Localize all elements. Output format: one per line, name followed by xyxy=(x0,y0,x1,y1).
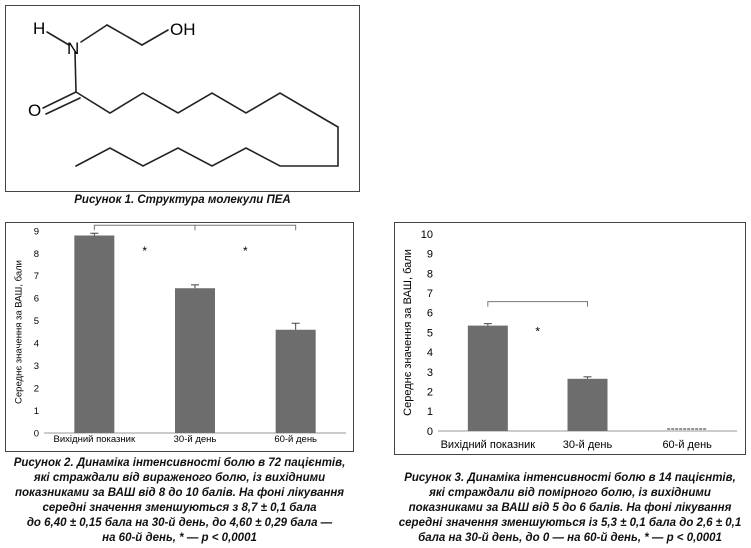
figure1-caption: Рисунок 1. Структура молекули ПЕА xyxy=(74,194,291,206)
y-tick-label: 2 xyxy=(34,383,39,394)
significance-marker: * xyxy=(535,325,540,339)
y-axis-label: Середнє значення за ВАШ, бали xyxy=(402,249,414,416)
bond-carbonyl-o-1 xyxy=(42,91,77,109)
pea-molecule-structure: H N OH O xyxy=(28,19,339,167)
figure2-caption-line: які страждали від вираженого болю, із ви… xyxy=(33,472,326,484)
x-category-label: 60-й день xyxy=(662,439,712,451)
bar xyxy=(275,329,316,433)
y-tick-label: 7 xyxy=(34,271,39,282)
significance-marker: * xyxy=(243,244,248,258)
carbon-chain-upper xyxy=(75,91,339,128)
significance-marker: * xyxy=(142,244,147,258)
bond-h-n xyxy=(46,31,70,46)
y-tick-label: 1 xyxy=(427,406,433,418)
atom-n: N xyxy=(67,39,79,58)
significance-bracket xyxy=(93,224,196,231)
figure2-caption-line: до 6,40 ± 0,15 бала на 30-й день, до 4,6… xyxy=(26,517,333,529)
figure2-caption-line: на 60-й день, * — p < 0,0001 xyxy=(102,532,257,544)
bond-c2-o xyxy=(141,29,169,46)
figure3-caption-line: середні значення зменшуються із 5,3 ± 0,… xyxy=(398,517,742,529)
y-tick-label: 2 xyxy=(427,386,433,398)
figure2-caption: Рисунок 2. Динаміка інтенсивності болю в… xyxy=(5,456,354,546)
bond-n-c1 xyxy=(80,24,108,43)
x-category-label: Вихідний показник xyxy=(441,439,536,451)
y-tick-label: 4 xyxy=(34,339,39,350)
x-category-label: 30-й день xyxy=(563,439,613,451)
y-tick-label: 1 xyxy=(34,406,39,417)
carbon-chain-lower xyxy=(75,126,339,167)
y-tick-label: 6 xyxy=(427,308,433,320)
bond-c1-c2 xyxy=(106,24,143,46)
y-tick-label: 8 xyxy=(34,249,39,260)
bar xyxy=(74,235,115,433)
figure2-frame: Середнє значення за ВАШ, бали 0 1 2 3 4 5 6 7 8 9 В… xyxy=(5,222,354,452)
y-tick-label: 3 xyxy=(34,361,39,372)
y-tick-label: 4 xyxy=(427,347,433,359)
y-tick-label: 7 xyxy=(427,288,433,300)
significance-bracket xyxy=(487,301,588,307)
bond-n-carbonyl xyxy=(74,51,77,93)
bar xyxy=(467,325,508,431)
y-tick-label: 3 xyxy=(427,367,433,379)
atom-oh: OH xyxy=(170,20,196,39)
figure1-frame: H N OH O xyxy=(5,5,360,192)
atom-h: H xyxy=(33,19,45,38)
figure2-caption-line: середні значення зменшуються з 8,7 ± 0,1… xyxy=(42,502,317,514)
figure3-caption-line: які страждали від помірного болю, із вих… xyxy=(429,487,711,499)
figure2-caption-line: Рисунок 2. Динаміка інтенсивності болю в… xyxy=(13,457,346,469)
bond-carbonyl-o-2 xyxy=(45,97,81,115)
figure2-chart: Середнє значення за ВАШ, бали 0 1 2 3 4 5 6 7 8 9 В… xyxy=(13,224,346,445)
y-tick-label: 5 xyxy=(34,316,39,327)
bar xyxy=(567,378,608,431)
y-axis-label: Середнє значення за ВАШ, бали xyxy=(13,260,24,404)
figure2-caption-line: показниками за ВАШ від 8 до 10 балів. На… xyxy=(14,487,345,499)
figure3-caption-line: Рисунок 3. Динаміка інтенсивності болю в… xyxy=(404,472,736,484)
figure3-caption-line: показниками за ВАШ від 5 до 6 балів. На … xyxy=(408,502,732,514)
figure3-chart: Середнє значення за ВАШ, бали 0 1 2 3 4 5 6 7 8 9 1… xyxy=(402,229,737,451)
y-tick-label: 6 xyxy=(34,294,39,305)
significance-bracket xyxy=(194,224,297,231)
y-tick-label: 9 xyxy=(34,226,39,237)
y-tick-label: 0 xyxy=(427,426,433,438)
y-tick-label: 5 xyxy=(427,327,433,339)
atom-o: O xyxy=(28,101,41,120)
x-category-label: 60-й день xyxy=(274,434,317,445)
figure3-frame: Середнє значення за ВАШ, бали 0 1 2 3 4 5 6 7 8 9 1… xyxy=(394,222,746,455)
bar xyxy=(175,288,215,433)
x-category-label: 30-й день xyxy=(174,434,217,445)
y-tick-label: 0 xyxy=(34,428,39,439)
figure3-caption: Рисунок 3. Динаміка інтенсивності болю в… xyxy=(392,471,748,546)
y-tick-label: 9 xyxy=(427,249,433,261)
figure3-caption-line: бала на 30-й день, до 0 — на 60-й день, … xyxy=(418,532,722,544)
y-tick-label: 8 xyxy=(427,268,433,280)
x-category-label: Вихідний показник xyxy=(54,434,136,445)
y-tick-label: 10 xyxy=(421,229,433,241)
